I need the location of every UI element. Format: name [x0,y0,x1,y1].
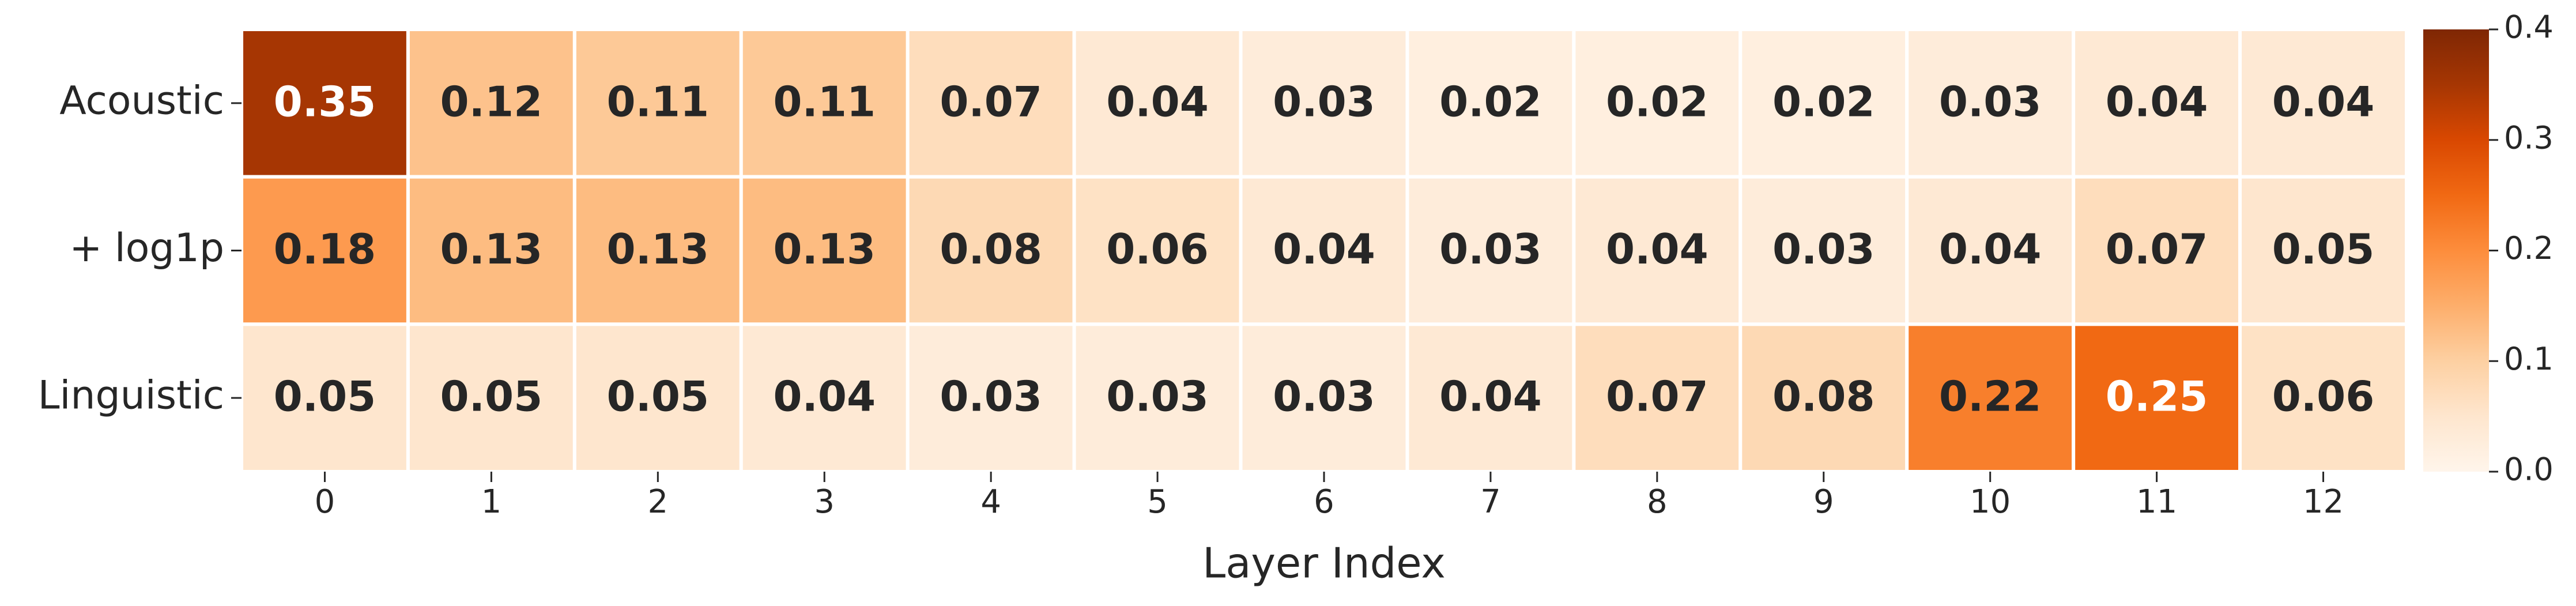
x-axis-title: Layer Index [1202,539,1446,588]
heatmap-cell [2072,28,2242,179]
x-tick-label: 0 [315,483,335,521]
heatmap-cell [1572,175,1743,326]
colorbar-tick-label: 0.2 [2504,230,2554,266]
heatmap-cell [572,175,743,326]
colorbar-tick-label: 0.0 [2504,451,2554,488]
colorbar-tick-label: 0.1 [2504,341,2554,377]
colorbar [2423,29,2489,472]
heatmap-cell [906,322,1076,473]
cell-label: 0.03 [1273,372,1375,421]
cell-label: 0.04 [2272,77,2375,126]
cell-label: 0.22 [1939,372,2042,421]
heatmap-cell [2238,175,2408,326]
cell-label: 0.04 [2106,77,2208,126]
cell-label: 0.05 [606,372,709,421]
x-tick-label: 3 [814,483,835,521]
x-tick-label: 6 [1314,483,1334,521]
cell-label: 0.02 [1606,77,1708,126]
cell-label: 0.35 [274,77,376,126]
cell-label: 0.07 [940,77,1042,126]
x-tick-label: 11 [2136,483,2177,521]
x-tick-label: 12 [2303,483,2344,521]
cell-label: 0.05 [274,372,376,421]
heatmap-cell [1738,175,1909,326]
cell-label: 0.06 [1106,225,1209,273]
cell-label: 0.08 [1772,372,1875,421]
heatmap-cell [906,175,1076,326]
heatmap-cell [1072,28,1243,179]
heatmap-cell [1405,175,1576,326]
cell-label: 0.03 [1106,372,1209,421]
heatmap-cell [1905,322,2076,473]
heatmap-cell [1405,28,1576,179]
cell-label: 0.03 [1939,77,2042,126]
heatmap-cell [1239,175,1409,326]
heatmap-cell [1072,175,1243,326]
cell-label: 0.13 [440,225,543,273]
cell-label: 0.04 [1106,77,1209,126]
cell-label: 0.11 [773,77,876,126]
cell-label: 0.03 [1439,225,1542,273]
colorbar-tick-label: 0.3 [2504,119,2554,156]
cell-label: 0.04 [1939,225,2042,273]
heatmap-cell [240,322,410,473]
x-tick-label: 2 [647,483,668,521]
cell-label: 0.04 [1606,225,1708,273]
cell-label: 0.12 [440,77,543,126]
heatmap-cell [739,175,910,326]
heatmap-cell [1738,28,1909,179]
cell-label: 0.08 [940,225,1042,273]
heatmap-cell [240,175,410,326]
cell-label: 0.06 [2272,372,2375,421]
heatmap-cell [2238,322,2408,473]
cell-label: 0.03 [1772,225,1875,273]
cell-label: 0.03 [1273,77,1375,126]
cell-label: 0.04 [1273,225,1375,273]
cell-label: 0.07 [2106,225,2208,273]
x-tick-label: 4 [980,483,1001,521]
y-tick-label: Acoustic [59,78,224,123]
y-tick-label: Linguistic [38,373,224,419]
cell-label: 0.04 [773,372,876,421]
cell-label: 0.25 [2106,372,2208,421]
cell-label: 0.05 [440,372,543,421]
cell-label: 0.18 [274,225,376,273]
heatmap-cell [406,28,576,179]
x-tick-label: 1 [481,483,502,521]
x-tick-label: 5 [1147,483,1168,521]
x-tick-label: 10 [1970,483,2011,521]
cell-label: 0.11 [606,77,709,126]
x-tick-label: 7 [1480,483,1501,521]
x-tick-label: 8 [1647,483,1668,521]
x-tick-label: 9 [1813,483,1834,521]
cell-label: 0.03 [940,372,1042,421]
heatmap-cell [1738,322,1909,473]
colorbar-tick-label: 0.4 [2504,9,2554,46]
cell-label: 0.13 [606,225,709,273]
heatmap-cell [572,322,743,473]
heatmap-cell [406,322,576,473]
cell-label: 0.02 [1772,77,1875,126]
cell-label: 0.02 [1439,77,1542,126]
y-tick-label: + log1p [69,225,224,271]
cell-label: 0.04 [1439,372,1542,421]
heatmap-cell [240,28,410,179]
cell-label: 0.07 [1606,372,1708,421]
cell-label: 0.05 [2272,225,2375,273]
cell-label: 0.13 [773,225,876,273]
